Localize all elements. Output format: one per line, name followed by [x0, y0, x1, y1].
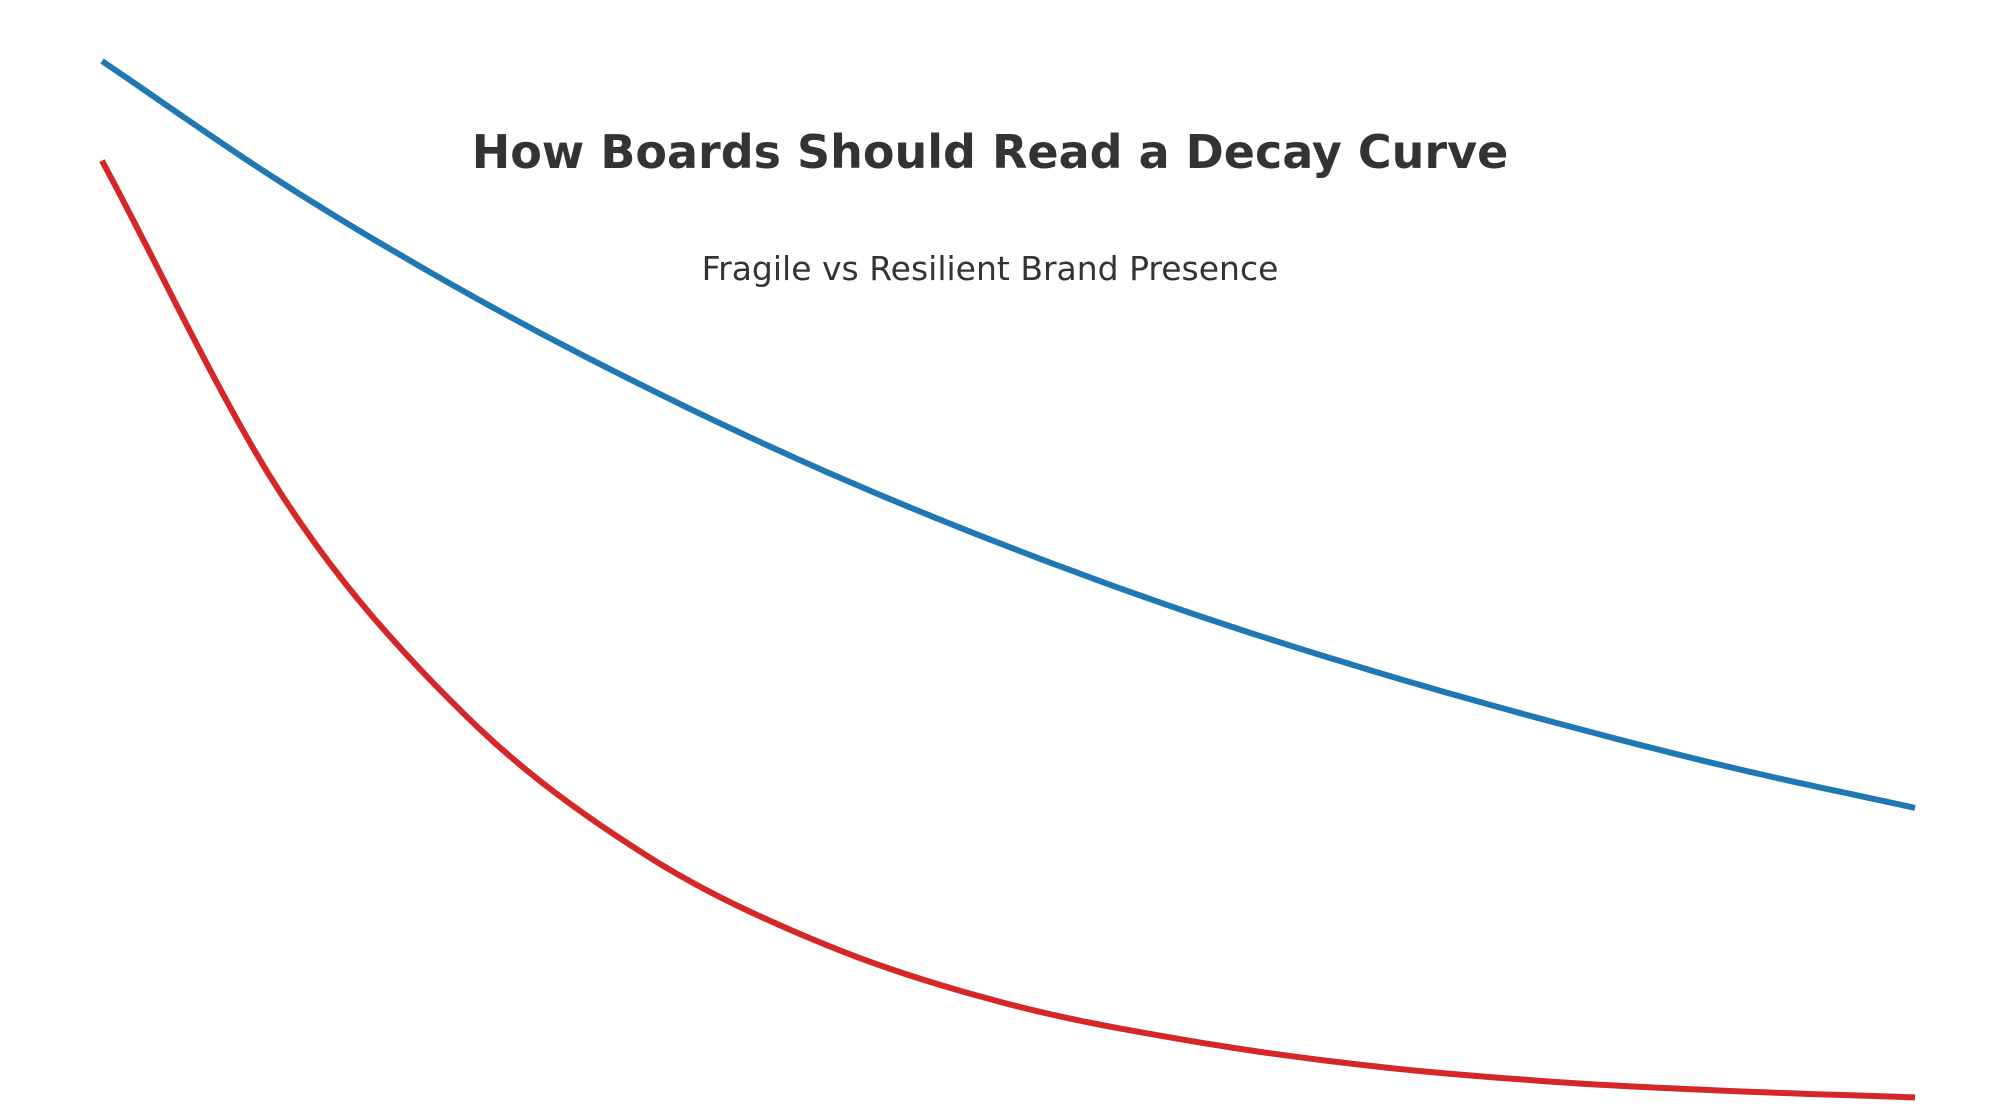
- chart-subtitle: Fragile vs Resilient Brand Presence: [702, 249, 1279, 288]
- series-line-2: [99, 159, 1916, 1101]
- plot-area: [99, 58, 1916, 1101]
- series-line-1: [100, 58, 1916, 811]
- chart-title: How Boards Should Read a Decay Curve: [472, 125, 1509, 179]
